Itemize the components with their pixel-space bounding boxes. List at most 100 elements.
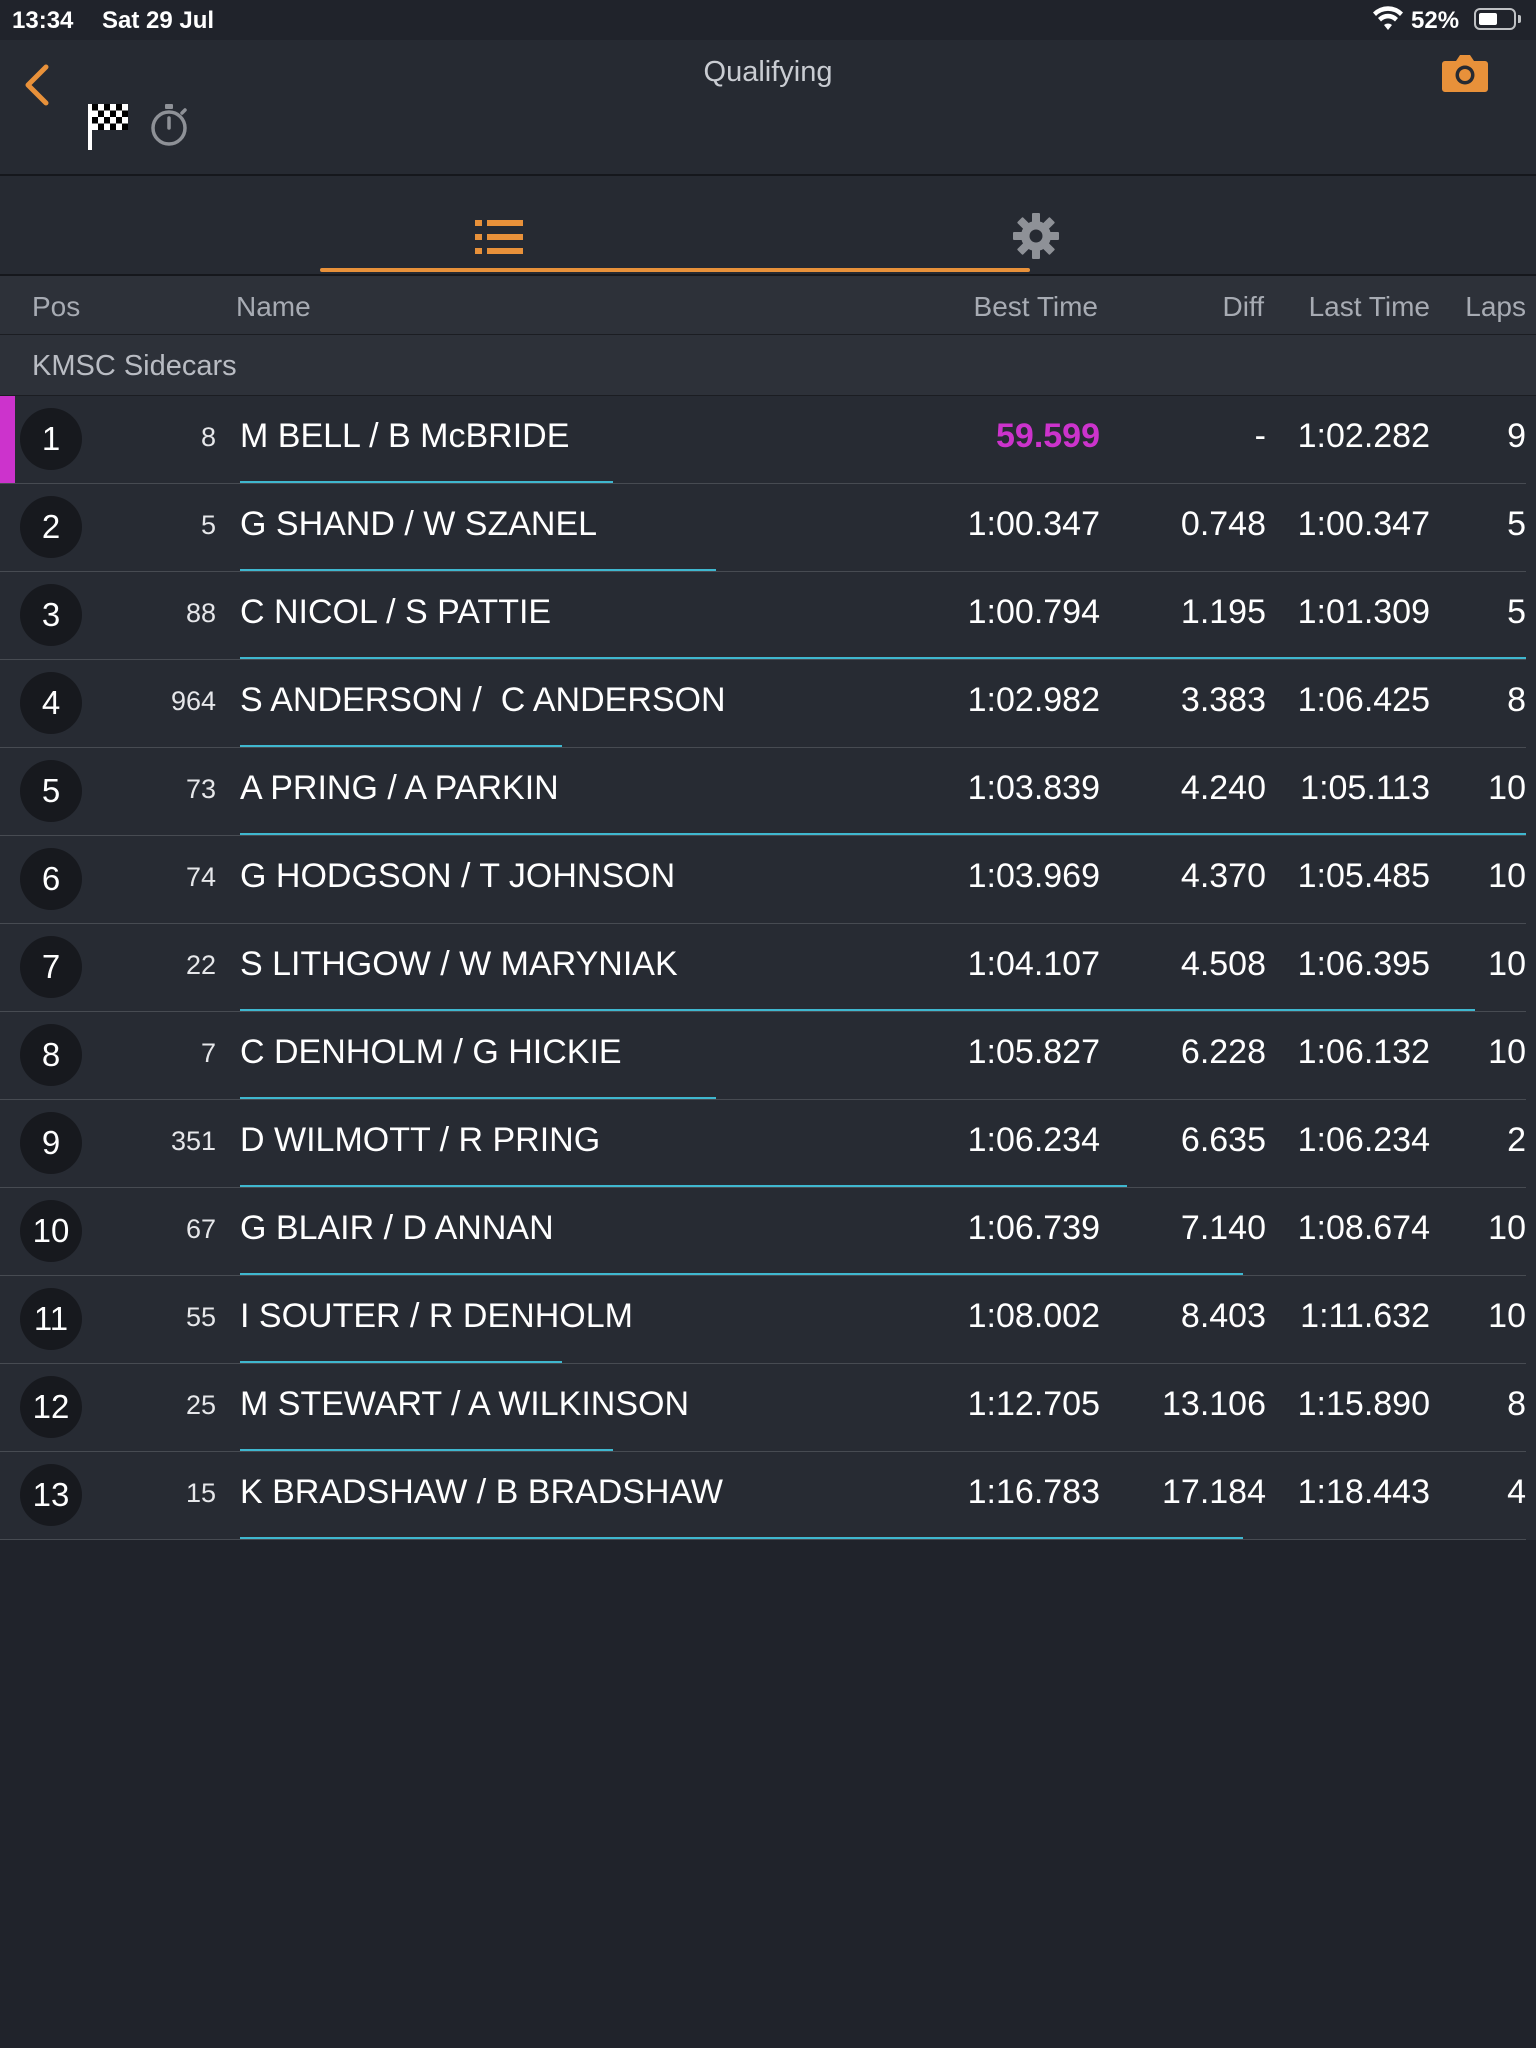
lap-progress-track (240, 1537, 1526, 1539)
competitor-name: C NICOL / S PATTIE (240, 593, 552, 631)
position-badge: 1 (20, 408, 82, 470)
competitor-number: 67 (185, 1214, 216, 1244)
competitor-number: 351 (170, 1126, 216, 1156)
row-divider (0, 571, 1526, 572)
best-time: 1:06.234 (967, 1121, 1100, 1159)
last-time: 1:06.234 (1297, 1121, 1430, 1159)
position-badge: 11 (20, 1288, 82, 1350)
lap-progress-fill (240, 745, 562, 747)
competitor-number: 7 (200, 1038, 216, 1068)
competitor-number: 25 (185, 1390, 216, 1420)
competitor-number: 964 (170, 686, 216, 716)
column-laps: Laps (1465, 291, 1526, 322)
table-row[interactable]: 13 15 K BRADSHAW / B BRADSHAW 1:16.783 17.18… (0, 1452, 1536, 1540)
row-divider (0, 1099, 1526, 1100)
wifi-icon (1373, 6, 1403, 30)
table-row[interactable]: 7 22 S LITHGOW / W MARYNIAK 1:04.107 4.508 1:… (0, 924, 1536, 1012)
position-badge: 7 (20, 936, 82, 998)
position-badge: 8 (20, 1024, 82, 1086)
diff-time: - (1254, 417, 1266, 455)
competitor-number: 8 (200, 422, 216, 452)
lap-progress-track (240, 1273, 1526, 1275)
best-time: 1:04.107 (967, 945, 1100, 983)
row-divider (0, 747, 1526, 748)
best-time: 1:06.739 (967, 1209, 1100, 1247)
best-time: 1:08.002 (967, 1297, 1100, 1335)
row-divider (0, 1363, 1526, 1364)
laps-count: 10 (1488, 857, 1526, 895)
column-diff: Diff (1222, 291, 1265, 322)
position-badge: 5 (20, 760, 82, 822)
last-time: 1:15.890 (1297, 1385, 1430, 1423)
battery-tip (1518, 15, 1521, 23)
page-title: Qualifying (703, 56, 833, 88)
position-badge: 13 (20, 1464, 82, 1526)
diff-time: 6.228 (1180, 1033, 1266, 1071)
battery-icon (1474, 8, 1516, 30)
best-time: 59.599 (996, 417, 1100, 455)
competitor-name: A PRING / A PARKIN (240, 769, 559, 807)
competitor-name: G SHAND / W SZANEL (240, 505, 598, 543)
competitor-name: M STEWART / A WILKINSON (240, 1385, 690, 1423)
checkered-flag-icon[interactable] (86, 100, 132, 152)
gear-icon (1013, 213, 1059, 259)
diff-time: 13.106 (1162, 1385, 1266, 1423)
competitor-number: 88 (185, 598, 216, 628)
laps-count: 10 (1488, 1209, 1526, 1247)
camera-icon[interactable] (1441, 52, 1489, 94)
lap-progress-fill (240, 657, 1526, 659)
table-row[interactable]: 4 964 S ANDERSON / C ANDERSON 1:02.982 3.383… (0, 660, 1536, 748)
competitor-number: 74 (185, 862, 216, 892)
position-badge: 2 (20, 496, 82, 558)
last-time: 1:11.632 (1300, 1297, 1430, 1335)
last-time: 1:06.425 (1297, 681, 1430, 719)
row-divider (0, 483, 1526, 484)
column-header: Pos Name Best Time Diff Last Time Laps (0, 276, 1536, 335)
best-time: 1:05.827 (967, 1033, 1100, 1071)
competitor-number: 5 (200, 510, 216, 540)
best-time: 1:02.982 (967, 681, 1100, 719)
row-divider (0, 659, 1526, 660)
row-divider (0, 923, 1526, 924)
column-best-time: Best Time (973, 291, 1098, 322)
column-last-time: Last Time (1308, 291, 1430, 322)
best-time: 1:00.794 (967, 593, 1100, 631)
table-row[interactable]: 10 67 G BLAIR / D ANNAN 1:06.739 7.140 1:08.6… (0, 1188, 1536, 1276)
row-divider (0, 1275, 1526, 1276)
position-badge: 12 (20, 1376, 82, 1438)
table-row[interactable]: 12 25 M STEWART / A WILKINSON 1:12.705 13.10… (0, 1364, 1536, 1452)
back-button[interactable] (16, 60, 60, 110)
laps-count: 9 (1507, 417, 1526, 455)
column-pos: Pos (32, 291, 81, 322)
tab-list[interactable] (320, 176, 1030, 274)
lap-progress-track (240, 1185, 1526, 1187)
table-row[interactable]: 1 8 M BELL / B McBRIDE 59.599 -1:02.282 9 (0, 396, 1536, 484)
status-time: 13:34 (12, 7, 74, 34)
laps-count: 5 (1507, 505, 1526, 543)
stopwatch-icon[interactable] (148, 102, 190, 148)
lap-progress-fill (240, 1273, 1244, 1275)
competitor-name: I SOUTER / R DENHOLM (240, 1297, 633, 1335)
laps-count: 10 (1488, 1297, 1526, 1335)
table-row[interactable]: 5 73 A PRING / A PARKIN 1:03.839 4.240 1:05.1… (0, 748, 1536, 836)
table-row[interactable]: 2 5 G SHAND / W SZANEL 1:00.347 0.748 1:00.34… (0, 484, 1536, 572)
table-row[interactable]: 8 7 C DENHOLM / G HICKIE 1:05.827 6.228 1:06.… (0, 1012, 1536, 1100)
table-row[interactable]: 3 88 C NICOL / S PATTIE 1:00.794 1.195 1:01.3… (0, 572, 1536, 660)
lap-progress-fill (240, 569, 716, 571)
table-row[interactable]: 6 74 G HODGSON / T JOHNSON 1:03.969 4.370 1:0… (0, 836, 1536, 924)
laps-count: 10 (1488, 769, 1526, 807)
laps-count: 10 (1488, 1033, 1526, 1071)
battery-percentage: 52% (1411, 7, 1460, 34)
last-time: 1:02.282 (1297, 417, 1430, 455)
competitor-name: C DENHOLM / G HICKIE (240, 1033, 622, 1071)
diff-time: 1.195 (1180, 593, 1266, 631)
lap-progress-fill (240, 1537, 1244, 1539)
table-row[interactable]: 11 55 I SOUTER / R DENHOLM 1:08.002 8.403 1:1… (0, 1276, 1536, 1364)
row-divider (0, 1187, 1526, 1188)
lap-progress-track (240, 1449, 1526, 1451)
position-badge: 3 (20, 584, 82, 646)
tab-settings[interactable] (1013, 176, 1536, 274)
table-row[interactable]: 9 351 D WILMOTT / R PRING 1:06.234 6.635 1:06… (0, 1100, 1536, 1188)
laps-count: 2 (1507, 1121, 1526, 1159)
